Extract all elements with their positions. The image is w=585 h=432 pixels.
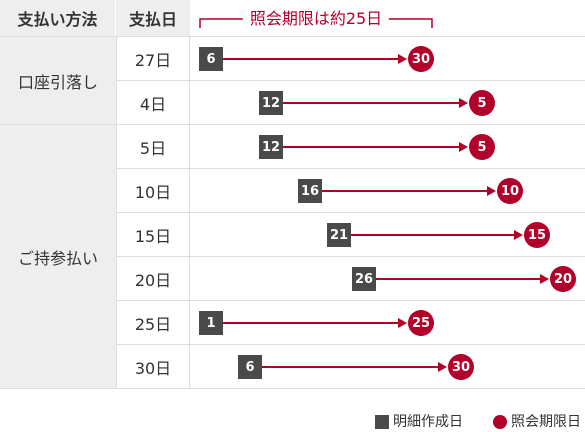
arrowhead-icon [487,186,496,196]
deadline-date-marker: 5 [469,134,495,160]
payday-cell: 27日 [116,37,190,81]
deadline-date-marker: 30 [448,354,474,380]
statement-date-marker: 12 [259,135,283,159]
deadline-date-marker: 30 [408,46,434,72]
payment-method-header: 支払い方法 [0,0,115,36]
timeline-row: 12 5 [190,81,585,125]
header-divider [0,36,585,37]
payday-cell: 30日 [116,345,190,389]
deadline-date-marker: 15 [524,222,550,248]
arrowhead-icon [398,318,407,328]
timeline-row: 6 30 [190,37,585,81]
payday-cell: 20日 [116,257,190,301]
statement-date-marker: 1 [199,311,223,335]
timeline-row: 26 20 [190,257,585,301]
deadline-date-marker: 25 [408,310,434,336]
arrow-line [283,146,459,148]
statement-date-marker: 6 [199,47,223,71]
arrowhead-icon [459,98,468,108]
statement-date-marker: 26 [352,267,376,291]
arrowhead-icon [514,230,523,240]
group-cell-direct-debit: 口座引落し [0,37,116,125]
arrow-line [283,102,459,104]
arrow-line [322,190,487,192]
statement-date-marker: 6 [238,355,262,379]
arrowhead-icon [459,142,468,152]
timeline-row: 12 5 [190,125,585,169]
timeline-row: 1 25 [190,301,585,345]
inquiry-period-label: 照会期限は約25日 [242,8,390,30]
payday-header: 支払日 [116,0,190,36]
deadline-date-marker: 20 [550,266,576,292]
statement-date-marker: 12 [259,91,283,115]
payday-cell: 25日 [116,301,190,345]
square-icon [375,415,389,429]
payday-cell: 4日 [116,81,190,125]
statement-date-marker: 16 [298,179,322,203]
deadline-date-marker: 10 [497,178,523,204]
timeline-row: 21 15 [190,213,585,257]
legend-label-inquiry-deadline: 照会期限日 [511,414,581,430]
circle-icon [493,415,507,429]
timeline-row: 6 30 [190,345,585,389]
statement-date-marker: 21 [327,223,351,247]
payday-cell: 5日 [116,125,190,169]
timeline-row: 16 10 [190,169,585,213]
arrowhead-icon [398,54,407,64]
arrow-line [376,278,540,280]
payday-cell: 10日 [116,169,190,213]
arrow-line [223,322,398,324]
arrowhead-icon [540,274,549,284]
arrow-line [223,58,398,60]
arrowhead-icon [438,362,447,372]
arrow-line [262,366,438,368]
group-cell-in-person: ご持参払い [0,125,116,389]
arrow-line [351,234,514,236]
payday-cell: 15日 [116,213,190,257]
legend-label-statement-date: 明細作成日 [393,414,463,430]
deadline-date-marker: 5 [469,90,495,116]
